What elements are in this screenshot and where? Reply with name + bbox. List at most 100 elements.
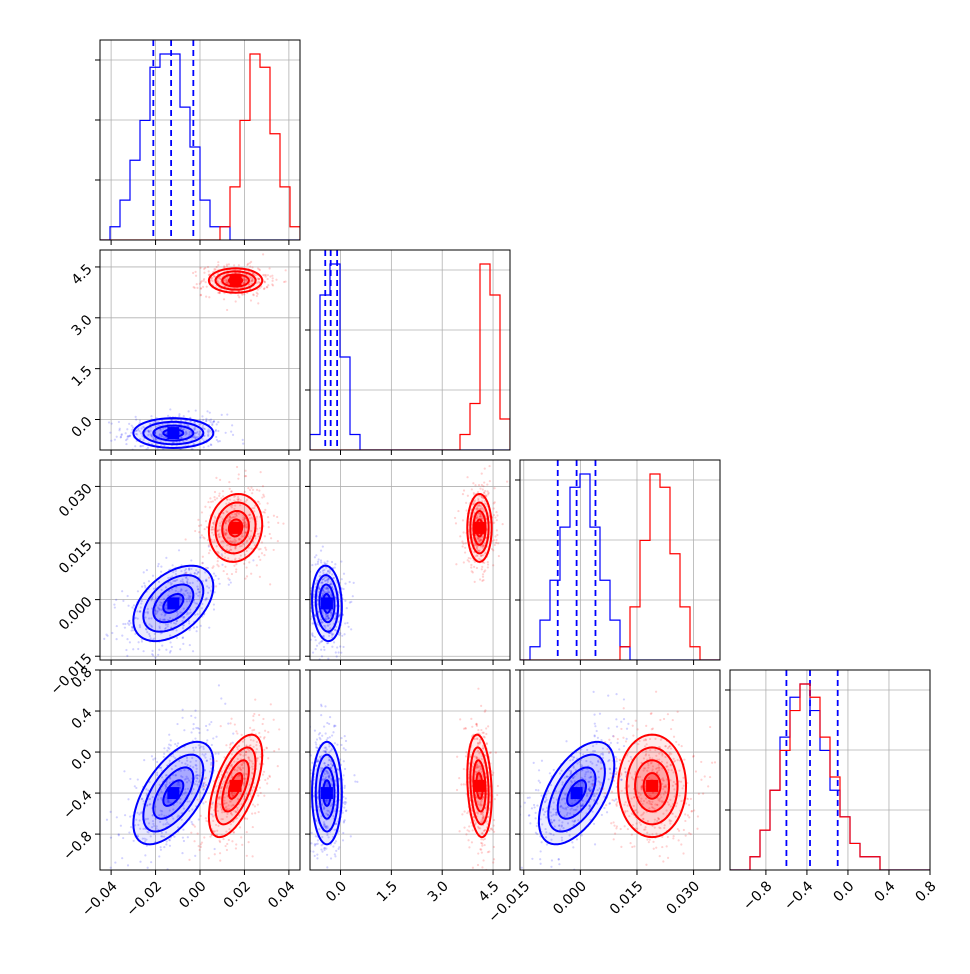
- sample-point: [121, 857, 123, 859]
- sample-point: [350, 835, 352, 837]
- sample-point: [305, 756, 307, 758]
- sample-point: [176, 723, 178, 725]
- sample-point: [152, 876, 154, 878]
- sample-point: [129, 672, 131, 674]
- sample-point: [263, 554, 265, 556]
- sample-point: [245, 470, 247, 472]
- sample-point: [491, 827, 493, 829]
- sample-point: [315, 639, 317, 641]
- sample-point: [142, 650, 144, 652]
- sample-point: [481, 845, 483, 847]
- sample-point: [320, 559, 322, 561]
- sample-point: [167, 415, 169, 417]
- sample-point: [163, 753, 165, 755]
- sample-point: [125, 439, 127, 441]
- sample-point: [258, 556, 260, 558]
- sample-point: [196, 630, 198, 632]
- sample-point: [135, 787, 137, 789]
- sample-point: [493, 831, 495, 833]
- sample-point: [352, 595, 354, 597]
- sample-point: [493, 825, 495, 827]
- sample-point: [114, 439, 116, 441]
- sample-point: [183, 729, 185, 731]
- sample-point: [264, 535, 266, 537]
- sample-point: [216, 564, 218, 566]
- sample-point: [215, 575, 217, 577]
- sample-point: [109, 432, 111, 434]
- sample-point: [144, 854, 146, 856]
- sample-point: [277, 540, 279, 542]
- sample-point: [137, 778, 139, 780]
- sample-point: [197, 833, 199, 835]
- sample-point: [471, 726, 473, 728]
- sample-point: [257, 302, 259, 304]
- sample-point: [229, 722, 231, 724]
- sample-point: [340, 737, 342, 739]
- sample-point: [350, 601, 352, 603]
- sample-point: [472, 482, 474, 484]
- sample-point: [524, 802, 526, 804]
- sample-point: [226, 843, 228, 845]
- sample-point: [129, 641, 131, 643]
- sample-point: [470, 566, 472, 568]
- sample-point: [454, 517, 456, 519]
- sample-point: [593, 734, 595, 736]
- sample-point: [482, 485, 484, 487]
- sample-point: [110, 440, 112, 442]
- sample-point: [462, 519, 464, 521]
- sample-point: [203, 782, 205, 784]
- sample-point: [200, 288, 202, 290]
- sample-point: [576, 838, 578, 840]
- sample-point: [493, 846, 495, 848]
- sample-point: [158, 855, 160, 857]
- sample-point: [301, 832, 303, 834]
- sample-point: [250, 573, 252, 575]
- sample-point: [263, 736, 265, 738]
- sample-point: [178, 415, 180, 417]
- sample-point: [539, 781, 541, 783]
- sample-point: [170, 744, 172, 746]
- sample-point: [342, 588, 344, 590]
- sample-point: [331, 646, 333, 648]
- sample-point: [253, 713, 255, 715]
- sample-point: [203, 786, 205, 788]
- sample-point: [258, 490, 260, 492]
- scatter-panel-2-0: [92, 460, 300, 683]
- sample-point: [259, 559, 261, 561]
- sample-point: [540, 850, 542, 852]
- sample-point: [256, 489, 258, 491]
- sample-point: [307, 582, 309, 584]
- density-peak: [230, 275, 242, 287]
- sample-point: [312, 851, 314, 853]
- sample-point: [243, 563, 245, 565]
- sample-point: [593, 691, 595, 693]
- sample-point: [334, 855, 336, 857]
- sample-point: [460, 783, 462, 785]
- sample-point: [268, 267, 270, 269]
- sample-point: [263, 771, 265, 773]
- sample-point: [230, 742, 232, 744]
- sample-point: [273, 719, 275, 721]
- sample-point: [252, 293, 254, 295]
- sample-point: [314, 855, 316, 857]
- sample-point: [228, 839, 230, 841]
- sample-point: [484, 468, 486, 470]
- sample-point: [193, 723, 195, 725]
- sample-point: [470, 718, 472, 720]
- sample-point: [498, 555, 500, 557]
- sample-point: [343, 760, 345, 762]
- sample-point: [356, 781, 358, 783]
- sample-point: [565, 740, 567, 742]
- sample-point: [254, 812, 256, 814]
- sample-point: [199, 283, 201, 285]
- sample-point: [182, 643, 184, 645]
- sample-point: [188, 859, 190, 861]
- sample-point: [262, 253, 264, 255]
- sample-point: [203, 280, 205, 282]
- sample-point: [320, 663, 322, 665]
- sample-point: [571, 841, 573, 843]
- sample-point: [269, 275, 271, 277]
- sample-point: [251, 492, 253, 494]
- sample-point: [216, 423, 218, 425]
- sample-point: [343, 774, 345, 776]
